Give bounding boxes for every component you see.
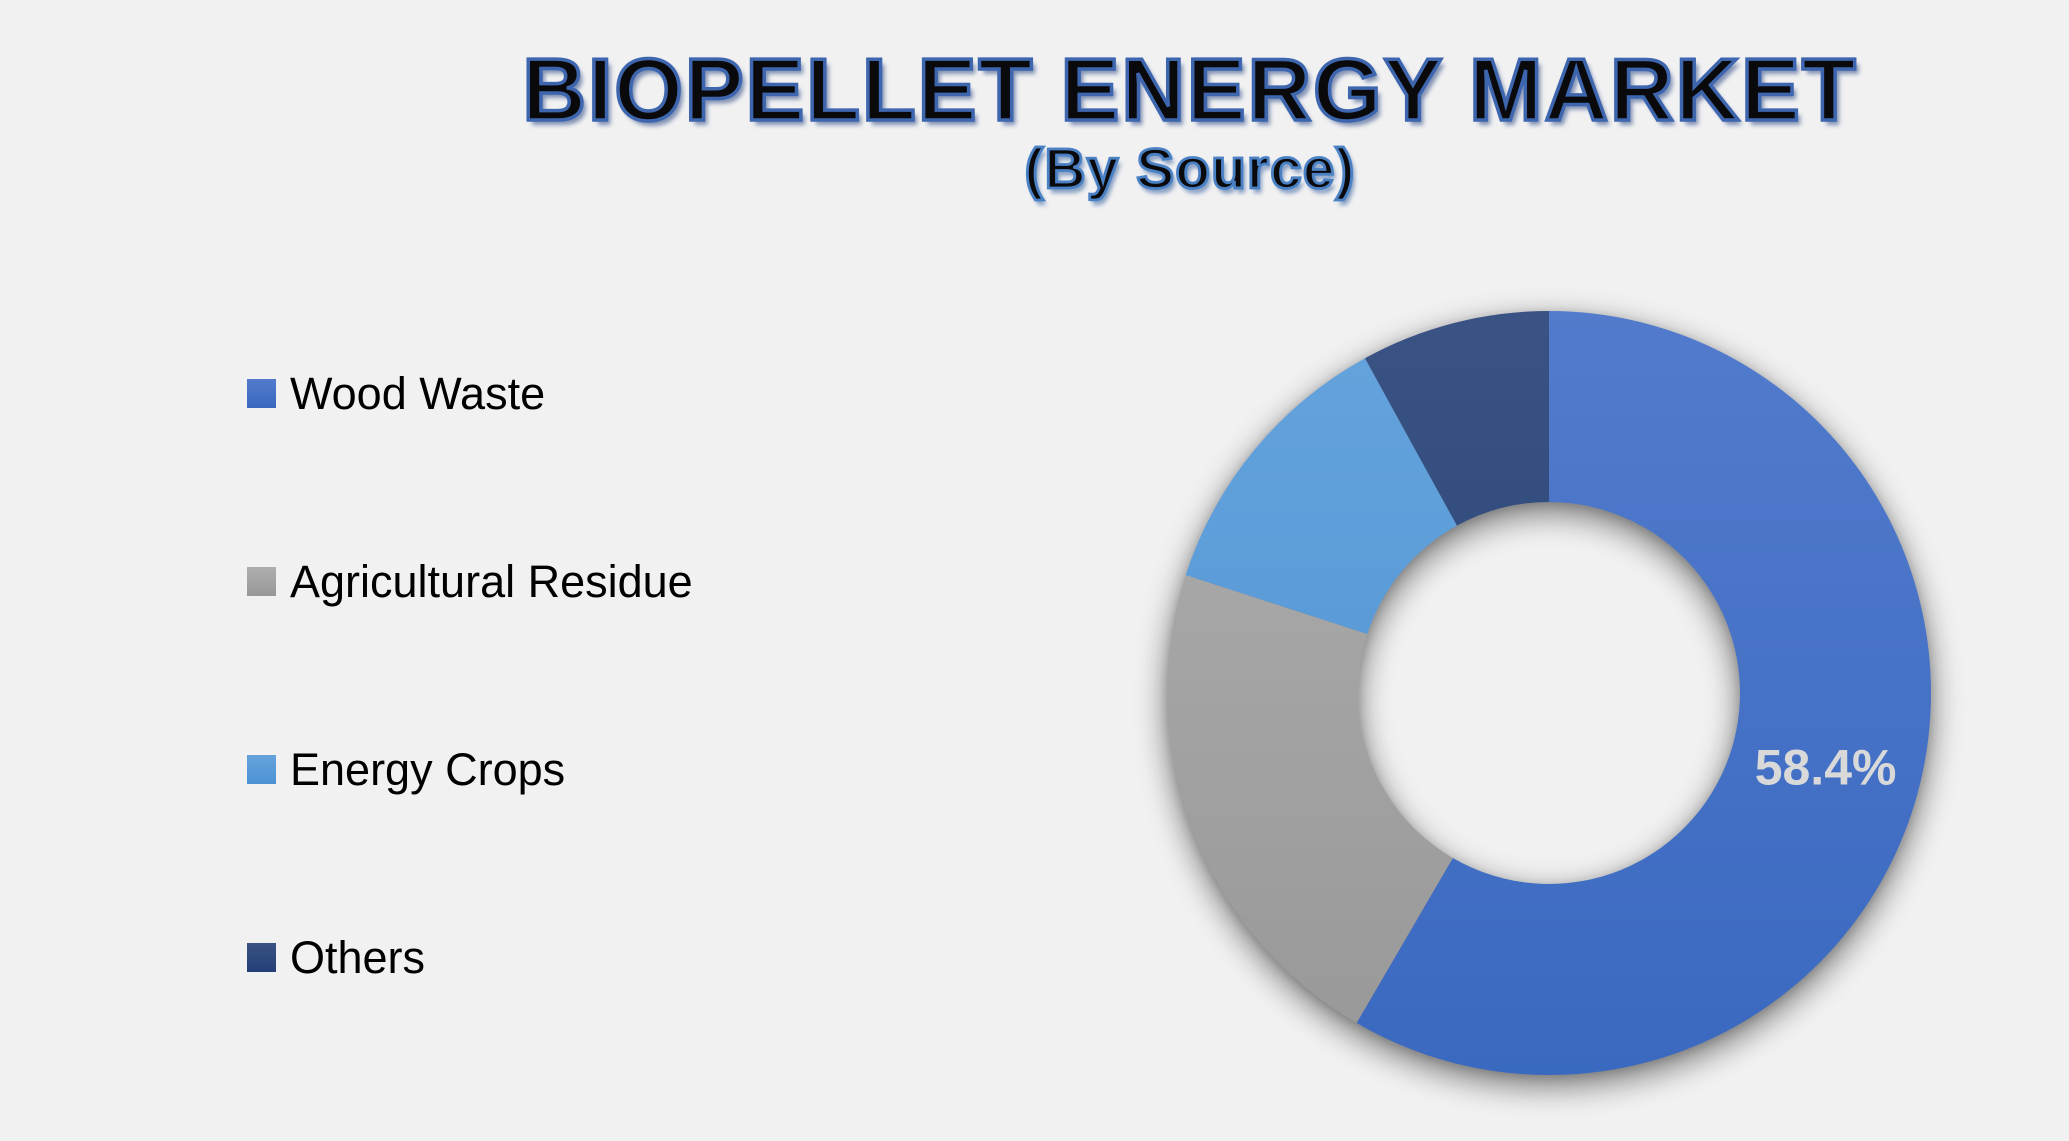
legend-label-others: Others: [290, 931, 426, 983]
chart-legend: Wood Waste Agricultural Residue Energy C…: [247, 370, 693, 1122]
legend-item-wood-waste: Wood Waste: [247, 370, 693, 416]
legend-label-wood-waste: Wood Waste: [290, 367, 546, 419]
legend-swatch-others-icon: [247, 942, 276, 972]
legend-swatch-energy-crops-icon: [247, 754, 276, 784]
donut-slice-others: [1364, 311, 1549, 526]
legend-item-agricultural-residue: Agricultural Residue: [247, 558, 693, 604]
chart-title-block: BIOPELLET ENERGY MARKET (By Source): [521, 40, 1858, 202]
donut-chart: 58.4%: [1166, 311, 1931, 1075]
donut-slice-energy-crops: [1185, 358, 1457, 634]
data-label-wood-waste: 58.4%: [1755, 740, 1897, 796]
donut-slice-wood-waste: [1356, 311, 1931, 1075]
legend-item-others: Others: [247, 934, 693, 980]
legend-item-energy-crops: Energy Crops: [247, 746, 693, 792]
legend-swatch-agricultural-residue-icon: [247, 566, 276, 596]
chart-subtitle: (By Source): [1023, 137, 1356, 202]
donut-slice-agricultural-residue: [1166, 574, 1453, 1024]
legend-label-agricultural-residue: Agricultural Residue: [290, 555, 693, 607]
donut-chart-area: 58.4%: [1129, 273, 1969, 1113]
legend-label-energy-crops: Energy Crops: [290, 743, 566, 795]
legend-swatch-wood-waste-icon: [247, 378, 276, 408]
chart-title: BIOPELLET ENERGY MARKET: [521, 40, 1858, 139]
